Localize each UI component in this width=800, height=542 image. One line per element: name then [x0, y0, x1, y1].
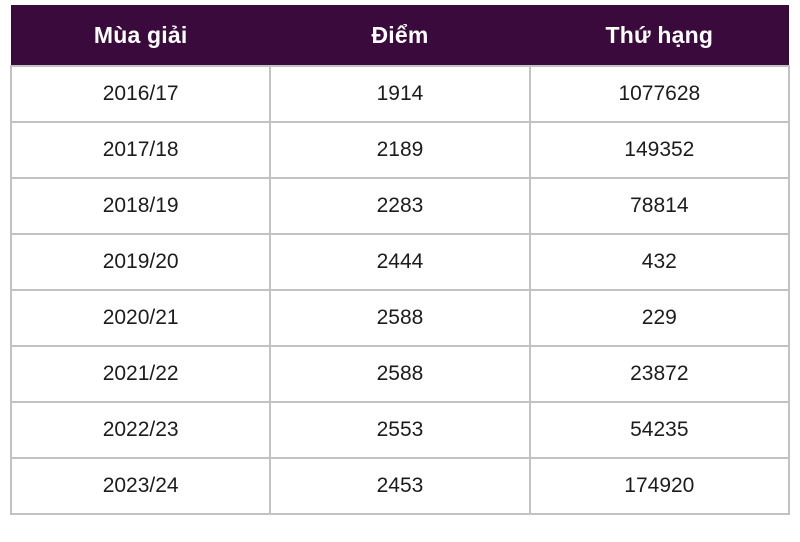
header-cell-points: Điểm	[270, 5, 530, 66]
cell-season: 2017/18	[9, 121, 272, 179]
cell-points: 2444	[269, 233, 531, 291]
cell-season: 2016/17	[9, 65, 272, 123]
table-row: 2021/22 2588 23872	[9, 345, 791, 403]
cell-points: 2453	[269, 457, 531, 515]
table-row: 2023/24 2453 174920	[9, 457, 791, 515]
cell-rank: 229	[528, 289, 791, 347]
table-row: 2017/18 2189 149352	[9, 121, 791, 179]
cell-points: 2189	[269, 121, 531, 179]
table-header: Mùa giải Điểm Thứ hạng	[11, 5, 789, 66]
cell-rank: 149352	[528, 121, 791, 179]
table-row: 2022/23 2553 54235	[9, 401, 791, 459]
cell-points: 2588	[269, 289, 531, 347]
cell-points: 2588	[269, 345, 531, 403]
season-points-table: Mùa giải Điểm Thứ hạng 2016/17 1914 1077…	[9, 5, 791, 515]
cell-season: 2018/19	[9, 177, 272, 235]
table-body: 2016/17 1914 1077628 2017/18 2189 149352…	[9, 65, 791, 515]
header-row: Mùa giải Điểm Thứ hạng	[11, 5, 789, 66]
table-row: 2016/17 1914 1077628	[9, 65, 791, 123]
cell-rank: 78814	[528, 177, 791, 235]
cell-points: 2283	[269, 177, 531, 235]
cell-points: 2553	[269, 401, 531, 459]
cell-rank: 1077628	[528, 65, 791, 123]
cell-season: 2022/23	[9, 401, 272, 459]
cell-rank: 23872	[528, 345, 791, 403]
cell-points: 1914	[269, 65, 531, 123]
table-row: 2019/20 2444 432	[9, 233, 791, 291]
cell-season: 2019/20	[9, 233, 272, 291]
cell-season: 2021/22	[9, 345, 272, 403]
cell-rank: 432	[528, 233, 791, 291]
cell-rank: 54235	[528, 401, 791, 459]
cell-season: 2020/21	[9, 289, 272, 347]
table-row: 2020/21 2588 229	[9, 289, 791, 347]
table-row: 2018/19 2283 78814	[9, 177, 791, 235]
header-cell-season: Mùa giải	[11, 5, 271, 66]
cell-rank: 174920	[528, 457, 791, 515]
season-points-table-container: Mùa giải Điểm Thứ hạng 2016/17 1914 1077…	[9, 5, 791, 515]
cell-season: 2023/24	[9, 457, 272, 515]
header-cell-rank: Thứ hạng	[529, 5, 789, 66]
